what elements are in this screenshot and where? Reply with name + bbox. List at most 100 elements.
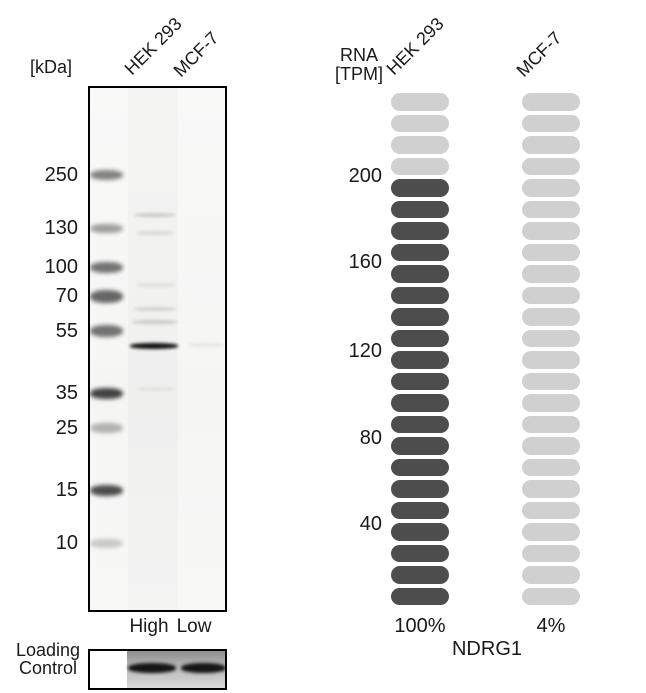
rna-pill <box>391 157 449 176</box>
loading-control-line2: Control <box>18 658 78 678</box>
rna-pill <box>391 286 449 305</box>
loading-control-line1: Loading <box>15 640 81 660</box>
rna-pill <box>522 351 580 369</box>
rna-pill <box>391 179 449 197</box>
protein-band <box>136 231 174 235</box>
ladder-band <box>90 261 123 273</box>
mw-marker-label: 10 <box>55 532 78 554</box>
ladder-band <box>90 423 123 433</box>
rna-pill <box>391 243 449 262</box>
rna-pill <box>391 93 449 111</box>
rna-pill <box>391 437 449 455</box>
rna-tick-label: 80 <box>359 427 382 449</box>
mw-marker-label: 250 <box>44 164 78 186</box>
rna-pill <box>522 114 580 133</box>
protein-band <box>134 307 176 311</box>
rna-pill <box>522 157 580 176</box>
rna-pill <box>522 372 580 391</box>
rna-pill <box>391 523 449 541</box>
rna-pill <box>391 329 449 348</box>
rna-pill <box>522 286 580 305</box>
rna-axis-line2: [TPM] <box>335 64 383 84</box>
rna-pill <box>391 394 449 412</box>
rna-pill <box>522 394 580 412</box>
rna-axis-line1: RNA <box>339 45 378 65</box>
rna-pill <box>391 265 449 283</box>
rna-pill <box>391 458 449 477</box>
rna-pill <box>522 437 580 455</box>
rna-tick-label: 160 <box>348 251 382 273</box>
rna-pill <box>522 200 580 219</box>
rna-pill <box>522 308 580 326</box>
western-blot-image <box>88 86 227 612</box>
rna-pill <box>522 265 580 283</box>
rna-tick-label: 120 <box>348 340 382 362</box>
loading-control-band <box>181 663 225 673</box>
ladder-band <box>90 325 123 337</box>
rna-column-label-hek293: HEK 293 <box>382 13 448 79</box>
mw-marker-label: 70 <box>55 285 78 307</box>
mw-marker-label: 15 <box>55 479 78 501</box>
kda-unit-label: [kDa] <box>30 57 73 77</box>
rna-pill <box>391 566 449 584</box>
rna-pill <box>522 458 580 477</box>
lane-shading <box>128 88 178 610</box>
rna-percent-mcf7: 4% <box>536 615 566 637</box>
mw-marker-label: 55 <box>55 320 78 342</box>
rna-pill <box>522 136 580 154</box>
mw-marker-label: 35 <box>55 382 78 404</box>
rna-pill <box>391 222 449 240</box>
rna-tick-label: 200 <box>348 165 382 187</box>
rna-pill <box>391 501 449 520</box>
gene-name-label: NDRG1 <box>451 638 522 660</box>
rna-pill <box>522 587 580 606</box>
rna-pill <box>391 308 449 326</box>
rna-pill <box>522 415 580 434</box>
ladder-band <box>90 387 123 399</box>
rna-pill <box>391 114 449 133</box>
rna-tick-label: 40 <box>359 513 382 535</box>
rna-pill <box>391 372 449 391</box>
protein-band <box>134 213 176 217</box>
rna-pill <box>391 351 449 369</box>
rna-pill <box>391 415 449 434</box>
ladder-band <box>90 170 123 180</box>
rna-pill <box>522 329 580 348</box>
protein-band <box>136 283 176 287</box>
rna-pill <box>522 544 580 563</box>
protein-band <box>130 343 178 349</box>
rna-pill <box>391 480 449 498</box>
rna-column-label-mcf7: MCF-7 <box>512 27 566 81</box>
protein-band <box>132 320 178 324</box>
rna-pill <box>522 243 580 262</box>
rna-pill <box>522 480 580 498</box>
rna-pill <box>391 200 449 219</box>
rna-pill <box>522 523 580 541</box>
protein-band <box>188 343 224 347</box>
ladder-band <box>90 223 123 233</box>
loading-control-blot <box>88 649 227 690</box>
loading-control-label: Loading Control <box>8 641 88 677</box>
blot-lane-label-mcf7: MCF-7 <box>169 27 223 81</box>
rna-pill <box>522 179 580 197</box>
protein-band <box>136 387 176 391</box>
ladder-band <box>90 484 123 496</box>
rna-pill <box>391 544 449 563</box>
rna-pill <box>522 93 580 111</box>
mw-marker-label: 100 <box>44 256 78 278</box>
rna-pill <box>522 566 580 584</box>
mw-marker-label: 130 <box>44 217 78 239</box>
ladder-band <box>90 289 123 303</box>
expression-level-high: High <box>129 616 169 637</box>
rna-pill <box>391 136 449 154</box>
ladder-band <box>90 538 123 548</box>
loading-control-band <box>128 663 176 673</box>
mw-marker-label: 25 <box>55 417 78 439</box>
rna-pill <box>522 501 580 520</box>
rna-pill <box>391 587 449 606</box>
expression-level-low: Low <box>176 616 212 637</box>
rna-pill <box>522 222 580 240</box>
rna-percent-hek293: 100% <box>394 615 446 637</box>
rna-tpm-axis-label: RNA [TPM] <box>330 46 388 84</box>
